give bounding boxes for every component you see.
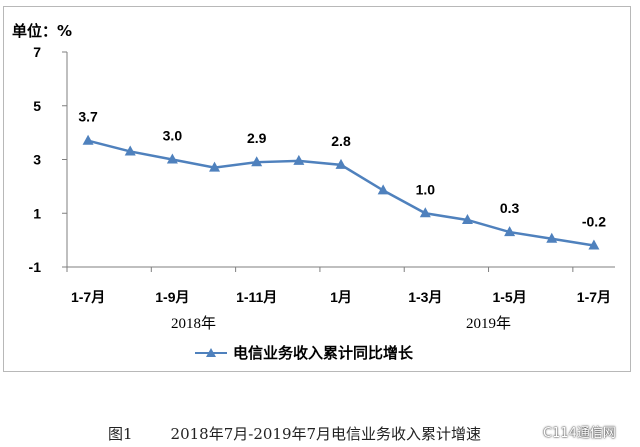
data-point-marker bbox=[546, 232, 558, 243]
data-label: 1.0 bbox=[416, 181, 436, 197]
data-point-marker bbox=[293, 154, 305, 165]
x-tick-label: 1-9月 bbox=[155, 289, 189, 305]
data-point-marker bbox=[419, 207, 431, 218]
y-axis-ticks: -1 1 3 5 7 bbox=[29, 44, 67, 275]
x-tick-label: 1-7月 bbox=[71, 289, 105, 305]
y-tick-label: 3 bbox=[33, 152, 41, 168]
data-point-marker bbox=[588, 239, 600, 250]
x-tick-label: 1-5月 bbox=[492, 289, 526, 305]
data-point-marker bbox=[166, 153, 178, 164]
data-point-marker bbox=[461, 213, 473, 224]
chart-frame bbox=[3, 6, 631, 372]
data-label: 2.9 bbox=[247, 130, 267, 146]
data-point-marker bbox=[504, 226, 516, 237]
x-tick-label: 1-7月 bbox=[577, 289, 611, 305]
y-tick-label: 5 bbox=[33, 98, 41, 114]
data-point-marker bbox=[335, 158, 347, 169]
data-label: 0.3 bbox=[500, 200, 520, 216]
legend-label: 电信业务收入累计同比增长 bbox=[233, 344, 414, 362]
data-point-marker bbox=[209, 161, 221, 172]
x-tick-label: 1-3月 bbox=[408, 289, 442, 305]
legend: 电信业务收入累计同比增长 bbox=[195, 344, 414, 362]
series-line bbox=[87, 139, 595, 247]
year-labels: 2018年 2019年 bbox=[171, 315, 511, 332]
y-tick-label: -1 bbox=[29, 259, 42, 275]
watermark: C114通信网 bbox=[543, 426, 616, 441]
data-point-marker bbox=[377, 184, 389, 195]
year-label: 2019年 bbox=[466, 315, 511, 332]
x-tick-label: 1-11月 bbox=[236, 289, 277, 305]
data-label: 3.0 bbox=[163, 128, 183, 144]
x-axis-ticks: 1-7月 1-9月 1-11月 1月 1-3月 1-5月 1-7月 bbox=[66, 267, 611, 305]
data-point-marker bbox=[82, 134, 94, 145]
data-label: 3.7 bbox=[78, 109, 98, 125]
legend-marker-icon bbox=[206, 348, 216, 357]
series-layer bbox=[82, 134, 600, 250]
data-labels: 3.7 3.0 2.9 2.8 1.0 0.3 -0.2 bbox=[78, 109, 606, 230]
unit-label: 单位：% bbox=[12, 22, 72, 40]
year-label: 2018年 bbox=[171, 315, 216, 332]
y-tick-label: 1 bbox=[33, 205, 41, 221]
y-tick-label: 7 bbox=[33, 44, 41, 60]
data-label: 2.8 bbox=[331, 133, 351, 149]
figure-caption: 图1 2018年7月-2019年7月电信业务收入累计增速 bbox=[108, 423, 481, 444]
data-point-marker bbox=[124, 145, 136, 156]
x-tick-label: 1月 bbox=[330, 289, 352, 305]
data-point-marker bbox=[251, 156, 263, 167]
data-label: -0.2 bbox=[582, 214, 606, 230]
caption-text: 2018年7月-2019年7月电信业务收入累计增速 bbox=[170, 425, 482, 443]
figure-number: 图1 bbox=[108, 425, 133, 443]
